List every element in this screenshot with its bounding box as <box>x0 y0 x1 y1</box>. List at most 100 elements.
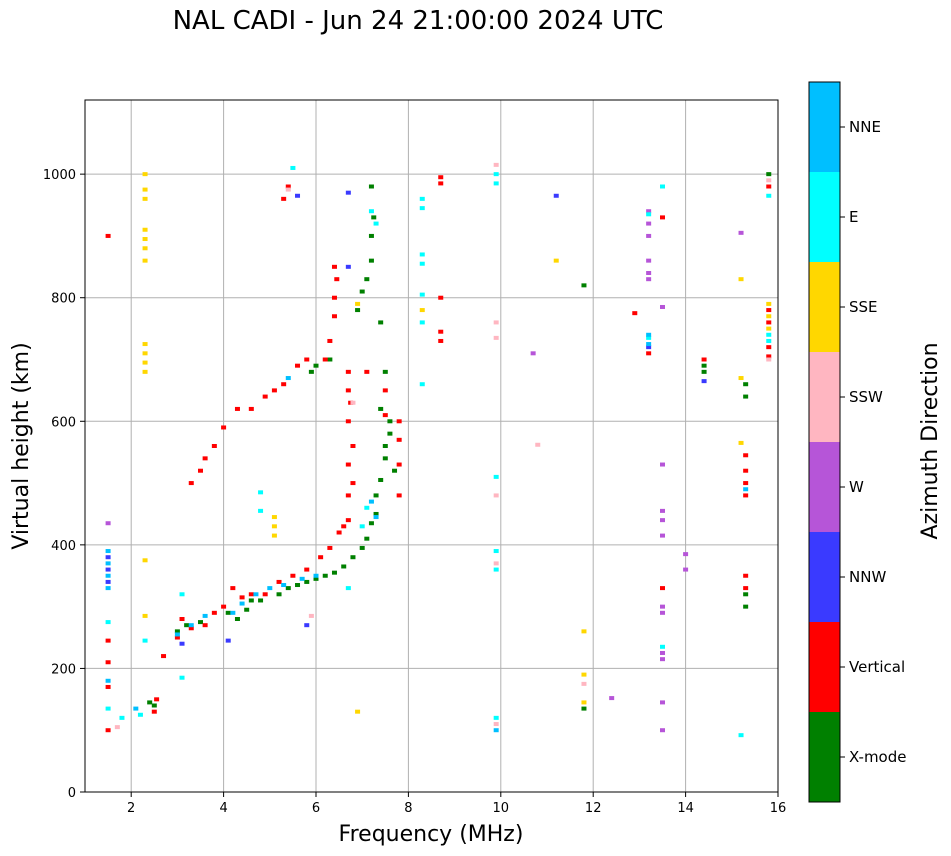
data-point <box>322 573 328 578</box>
data-point <box>646 335 652 340</box>
data-point <box>738 440 744 445</box>
data-point <box>202 456 208 461</box>
data-point <box>295 363 301 368</box>
data-point <box>331 295 337 300</box>
data-point <box>660 650 665 655</box>
data-point <box>248 592 254 597</box>
data-point <box>230 610 236 615</box>
data-point <box>766 354 772 359</box>
data-point <box>198 620 203 625</box>
data-point <box>142 351 148 356</box>
data-point <box>766 308 772 313</box>
data-point <box>105 521 111 526</box>
data-point <box>438 175 444 180</box>
y-tick-label: 200 <box>51 662 76 677</box>
colorbar-tick-label: SSE <box>849 298 878 316</box>
data-point <box>581 283 587 288</box>
data-point <box>281 196 287 201</box>
colorbar-swatch <box>809 172 840 262</box>
data-point <box>493 172 499 177</box>
data-point <box>327 357 333 362</box>
data-point <box>105 660 111 665</box>
data-point <box>368 184 374 189</box>
data-point <box>345 462 351 467</box>
data-point <box>368 521 374 526</box>
data-point <box>308 369 314 374</box>
data-point <box>133 706 139 711</box>
data-point <box>535 442 541 447</box>
data-point <box>364 536 370 541</box>
data-point <box>660 728 665 733</box>
data-point <box>493 722 499 727</box>
data-point <box>382 388 388 393</box>
data-point <box>364 369 370 374</box>
data-point <box>114 725 120 730</box>
data-point <box>738 733 744 738</box>
data-point <box>766 314 772 319</box>
data-point <box>581 706 587 711</box>
data-point <box>743 481 749 486</box>
data-points <box>105 162 772 738</box>
colorbar-swatch <box>809 442 840 532</box>
data-point <box>350 481 356 486</box>
data-point <box>248 406 254 411</box>
data-point <box>371 215 377 220</box>
data-point <box>766 326 772 331</box>
data-point <box>701 357 707 362</box>
colorbar-swatch <box>809 532 840 622</box>
data-point <box>743 573 749 578</box>
data-point <box>438 338 444 343</box>
data-point <box>105 567 111 572</box>
data-point <box>646 351 652 356</box>
data-point <box>295 583 301 588</box>
data-point <box>271 388 277 393</box>
data-point <box>382 444 388 448</box>
data-point <box>373 493 379 498</box>
data-point <box>493 549 499 554</box>
data-point <box>660 304 665 309</box>
data-point <box>743 586 749 591</box>
data-point <box>660 518 665 523</box>
data-point <box>142 360 148 365</box>
data-point <box>701 379 707 384</box>
data-point <box>646 212 652 217</box>
data-point <box>493 561 499 566</box>
x-tick-label: 8 <box>404 801 412 816</box>
data-point <box>378 320 384 325</box>
colorbar-tick-label: NNE <box>849 118 881 136</box>
data-point <box>327 545 333 550</box>
data-point <box>137 712 143 717</box>
data-point <box>239 595 245 600</box>
data-point <box>202 613 208 618</box>
data-point <box>359 289 365 294</box>
colorbar: X-mode Vertical NNW W SSW SSE E NNE <box>808 81 906 803</box>
data-point <box>646 258 652 263</box>
data-point <box>660 586 665 591</box>
data-point <box>105 573 111 578</box>
data-point <box>244 607 250 612</box>
data-point <box>147 700 153 705</box>
data-point <box>142 613 148 618</box>
data-point <box>396 493 402 498</box>
x-tick-label: 16 <box>770 801 787 816</box>
colorbar-tick-label: Vertical <box>849 658 905 676</box>
data-point <box>646 342 652 347</box>
series-nne <box>105 332 749 733</box>
data-point <box>304 567 310 572</box>
data-point <box>142 558 148 563</box>
data-point <box>276 579 282 584</box>
x-tick-label: 12 <box>585 801 602 816</box>
colorbar-frame <box>808 81 841 803</box>
data-point <box>345 586 351 591</box>
data-point <box>142 237 148 242</box>
data-point <box>188 623 194 628</box>
data-point <box>766 338 772 343</box>
data-point <box>382 413 388 418</box>
data-point <box>161 654 167 659</box>
data-point <box>738 230 744 235</box>
data-point <box>660 604 665 609</box>
data-point <box>105 620 111 625</box>
data-point <box>660 184 665 189</box>
colorbar-swatch <box>809 262 840 352</box>
data-point <box>188 481 194 486</box>
